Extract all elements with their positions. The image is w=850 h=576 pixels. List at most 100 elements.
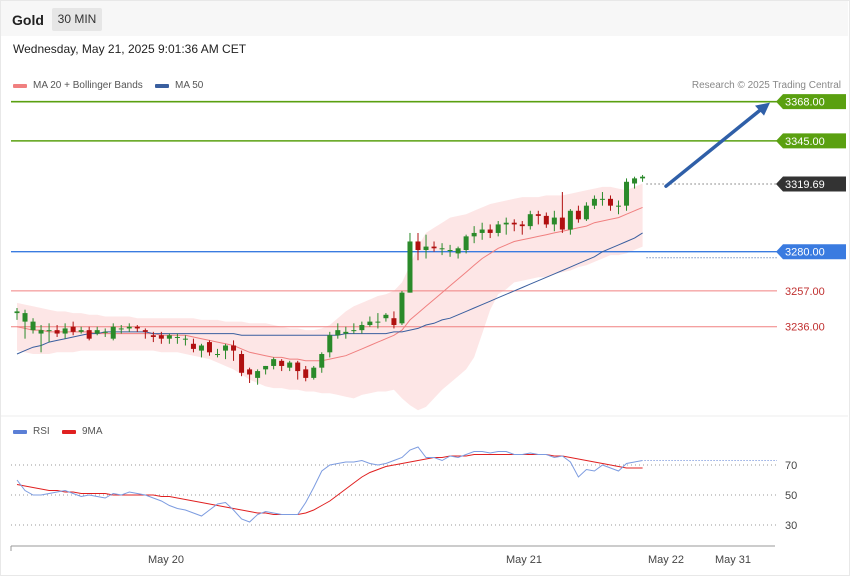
candle-body bbox=[367, 321, 373, 326]
candle-body bbox=[215, 354, 220, 356]
candle-body bbox=[295, 362, 301, 372]
candle-body bbox=[632, 178, 638, 184]
level-label-pivot: 3236.00 bbox=[785, 322, 825, 334]
candle bbox=[383, 313, 389, 322]
candle-body bbox=[391, 318, 397, 326]
candle-body bbox=[110, 326, 116, 339]
level-tag-resistance bbox=[776, 94, 846, 110]
candle-body bbox=[14, 311, 20, 314]
candle-body bbox=[455, 248, 461, 254]
research-credit: Research © 2025 Trading Central bbox=[691, 80, 841, 91]
legend-ma50-label: MA 50 bbox=[175, 80, 204, 91]
candle bbox=[255, 369, 261, 385]
rsi-tick-label: 50 bbox=[785, 490, 797, 502]
candle bbox=[174, 333, 180, 344]
candle-body bbox=[415, 241, 421, 250]
bollinger-band bbox=[17, 183, 643, 411]
candle-body bbox=[311, 367, 317, 378]
candle-body bbox=[616, 205, 621, 207]
candle-body bbox=[118, 328, 124, 330]
level-tag-support bbox=[776, 244, 846, 260]
rsi-tick-label: 30 bbox=[785, 520, 797, 532]
candle-body bbox=[351, 330, 357, 332]
candle bbox=[263, 365, 269, 375]
candle bbox=[535, 210, 541, 225]
candle-body bbox=[231, 345, 237, 351]
legend-rsi-label: RSI bbox=[33, 426, 50, 437]
candle-body bbox=[567, 210, 573, 230]
candle-body bbox=[86, 330, 92, 339]
candle bbox=[319, 352, 325, 373]
candle bbox=[110, 323, 116, 341]
legend-ma20-swatch bbox=[13, 83, 27, 88]
legend-ma20-label: MA 20 + Bollinger Bands bbox=[33, 80, 143, 91]
candle-body bbox=[30, 321, 36, 331]
candle bbox=[632, 176, 638, 189]
candle-body bbox=[70, 326, 76, 332]
candle bbox=[247, 367, 253, 384]
candle bbox=[599, 192, 605, 206]
candle-body bbox=[383, 314, 389, 319]
candle bbox=[287, 360, 293, 372]
candle-body bbox=[399, 292, 405, 324]
candle bbox=[295, 360, 301, 380]
candle-body bbox=[503, 222, 509, 225]
candle-body bbox=[182, 338, 188, 340]
legend-ma20: MA 20 + Bollinger Bands bbox=[13, 80, 143, 91]
candle bbox=[447, 244, 453, 257]
candle-body bbox=[22, 313, 28, 322]
level-tag-resistance bbox=[776, 133, 846, 149]
candle-body bbox=[559, 217, 565, 230]
candle-body bbox=[583, 205, 589, 220]
candle bbox=[134, 325, 140, 332]
ma20-line bbox=[16, 206, 643, 362]
candle-body bbox=[206, 342, 212, 353]
candle bbox=[407, 232, 413, 293]
candle bbox=[150, 331, 156, 343]
candle-body bbox=[279, 360, 285, 366]
candle-body bbox=[38, 330, 44, 334]
candle-body bbox=[134, 326, 140, 329]
candle-body bbox=[142, 330, 148, 332]
level-label-resistance: 3345.00 bbox=[785, 136, 825, 148]
candle-body bbox=[527, 214, 533, 227]
rsi-ma9-line bbox=[16, 454, 643, 515]
candle bbox=[551, 210, 557, 232]
candle-body bbox=[46, 330, 52, 332]
x-axis-label: May 31 bbox=[715, 554, 751, 566]
legend-rsi-swatch bbox=[13, 429, 27, 434]
legend-9ma-swatch bbox=[62, 429, 76, 434]
candle-body bbox=[439, 248, 445, 250]
candle bbox=[335, 323, 341, 339]
candle bbox=[559, 192, 565, 233]
candle bbox=[575, 205, 581, 223]
candle-body bbox=[431, 246, 437, 249]
candle-body bbox=[599, 198, 605, 200]
candle-body bbox=[423, 246, 429, 250]
candle-body bbox=[150, 335, 156, 337]
candle-body bbox=[375, 321, 381, 323]
candle-body bbox=[102, 331, 108, 333]
candle bbox=[567, 209, 573, 235]
candle-body bbox=[166, 335, 172, 339]
timeframe-button[interactable]: 30 MIN bbox=[52, 8, 102, 31]
candle bbox=[46, 323, 52, 343]
candle bbox=[231, 340, 237, 361]
candle bbox=[279, 359, 285, 372]
candle bbox=[503, 217, 509, 235]
candle bbox=[591, 195, 597, 210]
candle bbox=[182, 335, 188, 346]
candle bbox=[527, 210, 533, 230]
candle bbox=[303, 365, 309, 382]
chart-datetime: Wednesday, May 21, 2025 9:01:36 AM CET bbox=[13, 42, 247, 56]
candle bbox=[487, 224, 493, 239]
candle bbox=[54, 325, 60, 337]
candle bbox=[239, 350, 245, 377]
candle bbox=[511, 219, 517, 232]
candle-body bbox=[543, 215, 549, 225]
candle bbox=[431, 241, 437, 252]
candle bbox=[479, 222, 485, 240]
candle bbox=[583, 202, 589, 222]
legend-ma50-swatch bbox=[155, 83, 169, 88]
